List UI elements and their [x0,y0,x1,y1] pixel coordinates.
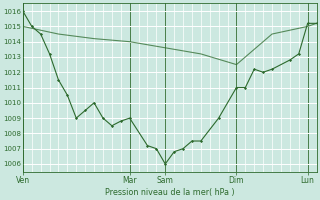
X-axis label: Pression niveau de la mer( hPa ): Pression niveau de la mer( hPa ) [105,188,235,197]
